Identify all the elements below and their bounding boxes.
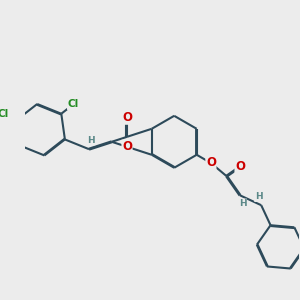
Text: H: H [87,136,95,145]
Text: Cl: Cl [0,110,8,119]
Text: H: H [239,199,247,208]
Text: O: O [206,157,216,169]
Text: H: H [255,193,262,202]
Text: Cl: Cl [68,100,79,110]
Text: O: O [122,111,132,124]
Text: O: O [122,140,132,153]
Text: O: O [235,160,245,173]
